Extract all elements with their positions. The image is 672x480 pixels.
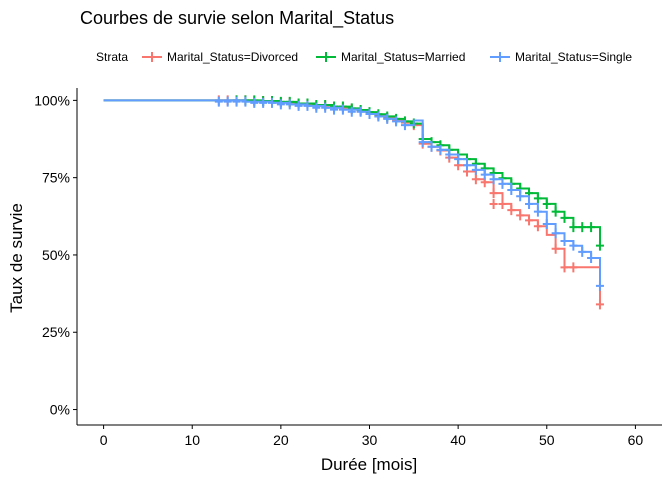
censor-mark — [223, 96, 232, 107]
censor-mark — [560, 262, 569, 273]
survival-curve — [103, 99, 601, 246]
censor-mark — [436, 144, 445, 155]
censor-mark — [489, 174, 498, 185]
censor-mark — [498, 178, 507, 189]
x-tick-label: 40 — [450, 432, 466, 448]
censor-mark — [268, 97, 276, 108]
x-tick-label: 50 — [539, 432, 555, 448]
censor-mark — [312, 102, 321, 113]
legend-entry-married: Marital_Status=Married — [316, 50, 465, 64]
censor-mark — [498, 198, 507, 209]
x-tick-label: 60 — [628, 432, 644, 448]
censor-mark — [347, 106, 356, 117]
chart-title: Courbes de survie selon Marital_Status — [80, 8, 394, 29]
series-layer — [103, 95, 604, 310]
censor-mark — [525, 198, 534, 209]
censor-mark — [569, 240, 578, 251]
axes — [76, 88, 662, 426]
censor-mark — [427, 141, 436, 152]
censor-mark — [471, 164, 480, 175]
censor-mark — [471, 174, 480, 185]
censor-mark — [418, 137, 427, 148]
censor-mark — [560, 212, 569, 223]
censor-mark — [542, 198, 551, 209]
y-tick-label: 50% — [42, 247, 70, 263]
censor-mark — [285, 99, 294, 110]
censor-mark — [595, 240, 604, 251]
legend-label: Marital_Status=Divorced — [167, 50, 298, 64]
x-tick-label: 10 — [184, 432, 200, 448]
y-axis-label: Taux de survie — [7, 203, 26, 313]
legend-entry-single: Marital_Status=Single — [490, 50, 632, 64]
y-tick-label: 25% — [42, 324, 70, 340]
censor-mark — [276, 99, 285, 110]
censor-mark — [232, 96, 241, 107]
x-tick-label: 30 — [362, 432, 378, 448]
censor-mark — [578, 246, 587, 257]
series-1 — [103, 95, 604, 251]
censor-mark — [392, 116, 401, 127]
censor-mark — [374, 111, 383, 122]
censor-mark — [507, 205, 516, 216]
series-2 — [103, 96, 604, 291]
legend-label: Marital_Status=Single — [515, 50, 632, 64]
legend-title: Strata — [96, 50, 128, 64]
censor-mark — [383, 113, 392, 124]
survival-curve — [103, 99, 601, 305]
censor-mark — [214, 96, 223, 107]
censor-mark — [569, 262, 578, 273]
censor-mark — [445, 149, 454, 160]
x-axis-label: Durée [mois] — [321, 455, 417, 474]
censor-mark — [480, 169, 489, 180]
censor-mark — [400, 120, 409, 131]
censor-mark — [533, 206, 542, 217]
censor-mark — [551, 228, 560, 239]
x-tick-label: 0 — [100, 432, 108, 448]
y-tick-label: 100% — [34, 92, 70, 108]
legend: Strata Marital_Status=Divorced Marital_S… — [96, 50, 632, 64]
censor-mark — [587, 253, 596, 264]
censor-mark — [303, 100, 312, 111]
censor-mark — [578, 222, 587, 233]
censor-mark — [321, 102, 330, 113]
y-tick-label: 75% — [42, 170, 70, 186]
censor-mark — [595, 299, 604, 310]
censor-mark — [525, 215, 534, 226]
x-tick-label: 20 — [273, 432, 289, 448]
censor-mark — [365, 108, 374, 119]
censor-mark — [595, 280, 604, 291]
censor-mark — [294, 100, 303, 111]
censor-mark — [356, 106, 365, 117]
censor-mark — [533, 193, 542, 204]
censor-mark — [489, 188, 498, 199]
censor-mark — [542, 219, 551, 230]
censor-mark — [569, 222, 578, 233]
censor-mark — [560, 236, 569, 247]
y-tick-label: 0% — [50, 402, 70, 418]
censor-mark — [516, 191, 525, 202]
legend-label: Marital_Status=Married — [341, 50, 465, 64]
censor-mark — [551, 243, 560, 254]
censor-mark — [507, 185, 516, 196]
ticks: 0 10 20 30 40 50 60 0% 25% 50% 75% 100% — [34, 92, 643, 448]
censor-mark — [259, 97, 268, 108]
censor-mark — [516, 210, 525, 221]
censor-mark — [338, 104, 347, 115]
censor-mark — [330, 104, 339, 115]
censor-mark — [241, 96, 250, 107]
censor-mark — [533, 221, 542, 232]
censor-mark — [551, 206, 560, 217]
legend-entry-divorced: Marital_Status=Divorced — [142, 50, 298, 64]
censor-mark — [463, 160, 471, 171]
censor-mark — [250, 97, 259, 108]
censor-mark — [489, 198, 498, 209]
censor-mark — [454, 154, 463, 165]
censor-mark — [587, 222, 596, 233]
